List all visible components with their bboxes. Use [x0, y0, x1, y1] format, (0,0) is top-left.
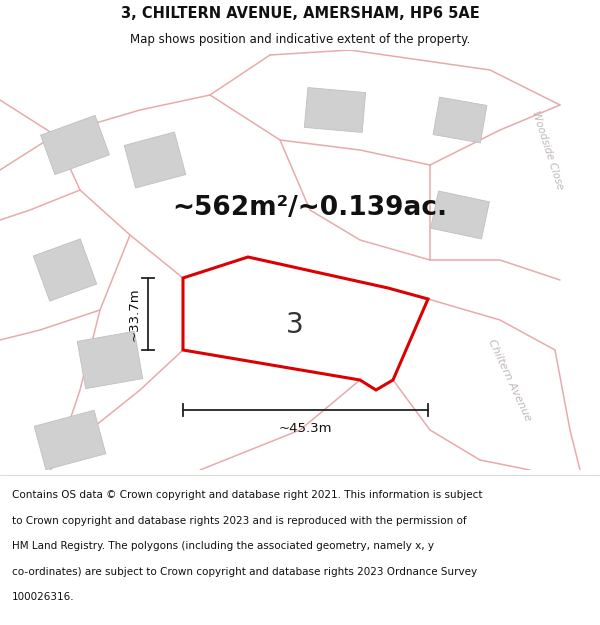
Text: HM Land Registry. The polygons (including the associated geometry, namely x, y: HM Land Registry. The polygons (includin…: [12, 541, 434, 551]
Polygon shape: [183, 257, 428, 390]
Text: co-ordinates) are subject to Crown copyright and database rights 2023 Ordnance S: co-ordinates) are subject to Crown copyr…: [12, 567, 477, 577]
Text: Woodside Close: Woodside Close: [530, 109, 565, 191]
Text: Chiltern Avenue: Chiltern Avenue: [487, 338, 533, 422]
Text: 3: 3: [286, 311, 304, 339]
Text: to Crown copyright and database rights 2023 and is reproduced with the permissio: to Crown copyright and database rights 2…: [12, 516, 467, 526]
Text: ~33.7m: ~33.7m: [128, 288, 140, 341]
Polygon shape: [433, 97, 487, 143]
Text: Map shows position and indicative extent of the property.: Map shows position and indicative extent…: [130, 32, 470, 46]
Text: 100026316.: 100026316.: [12, 592, 74, 602]
Polygon shape: [34, 410, 106, 470]
Text: 3, CHILTERN AVENUE, AMERSHAM, HP6 5AE: 3, CHILTERN AVENUE, AMERSHAM, HP6 5AE: [121, 6, 479, 21]
Text: Contains OS data © Crown copyright and database right 2021. This information is : Contains OS data © Crown copyright and d…: [12, 490, 482, 500]
Polygon shape: [41, 116, 109, 174]
Polygon shape: [124, 132, 186, 188]
Polygon shape: [304, 88, 365, 132]
Polygon shape: [77, 331, 143, 389]
Text: ~562m²/~0.139ac.: ~562m²/~0.139ac.: [172, 195, 448, 221]
Polygon shape: [431, 191, 490, 239]
Polygon shape: [33, 239, 97, 301]
Text: ~45.3m: ~45.3m: [279, 421, 332, 434]
